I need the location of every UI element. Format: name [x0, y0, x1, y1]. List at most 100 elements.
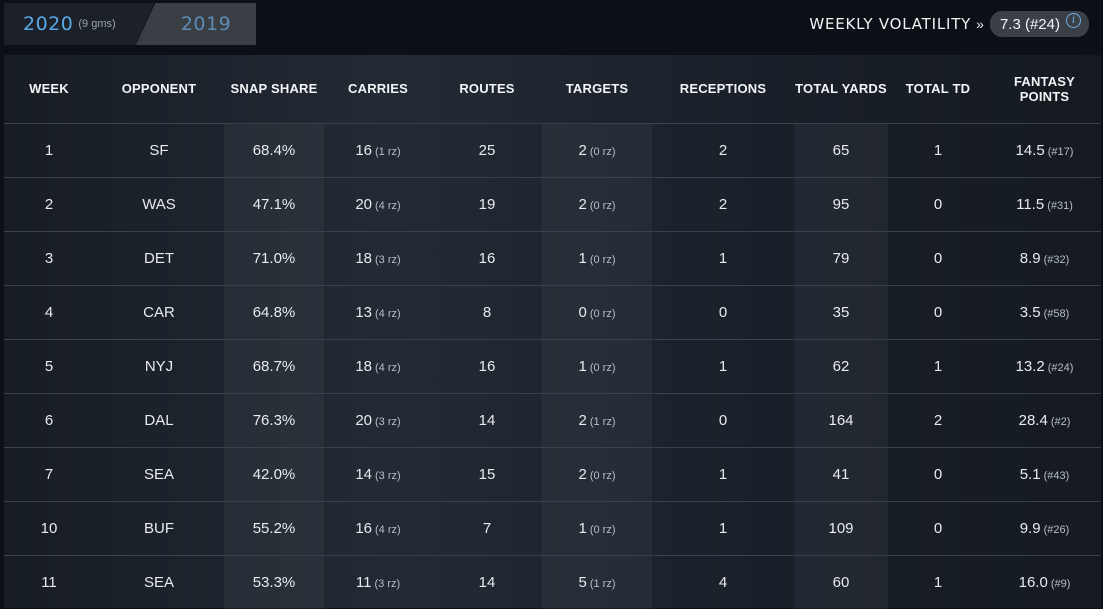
table-cell-routes: 8 [432, 285, 542, 339]
cell-value: 1 [718, 519, 728, 537]
table-cell-yards: 95 [794, 177, 888, 231]
cell-value: 1 [718, 249, 728, 267]
cell-subvalue: (3 rz) [375, 469, 401, 482]
table-cell-opp: CAR [94, 285, 224, 339]
cell-subvalue: (1 rz) [589, 577, 616, 590]
cell-subvalue: (3 rz) [375, 415, 401, 428]
cell-value: 0 [718, 303, 728, 321]
table-cell-opp: BUF [94, 501, 224, 555]
cell-value: 0 [933, 465, 943, 483]
volatility-value: 7.3 (#24) [999, 15, 1060, 33]
tab-season-2020[interactable]: 2020 (9 gms) [4, 3, 154, 45]
table-cell-week: 11 [4, 555, 94, 609]
column-header[interactable]: RECEPTIONS [679, 81, 767, 97]
table-cell-yards: 164 [794, 393, 888, 447]
cell-value: 14.5 [1015, 141, 1045, 159]
column-header[interactable]: FANTASY POINTS [1013, 73, 1076, 104]
table-cell-rec: 0 [652, 285, 794, 339]
column-header[interactable]: ROUTES [459, 81, 515, 97]
cell-value: 4 [718, 573, 728, 591]
cell-subvalue: (0 rz) [589, 307, 616, 320]
table-cell-fp: 14.5 (#17) [988, 123, 1101, 177]
table-cell-fp: 16.0 (#9) [988, 555, 1101, 609]
table-cell-week: 6 [4, 393, 94, 447]
table-cell-yards: 35 [794, 285, 888, 339]
table-cell-rec: 2 [652, 177, 794, 231]
table-cell-opp: DAL [94, 393, 224, 447]
cell-value: 14 [478, 411, 496, 429]
tab-year-label: 2020 [23, 13, 74, 35]
cell-value: 62 [832, 357, 850, 375]
table-cell-carries: 20 (3 rz) [324, 393, 432, 447]
table-cell-fp: 11.5 (#31) [988, 177, 1101, 231]
table-header-row: WEEK OPPONENT SNAP SHARE CARRIES ROUTES TARGE… [4, 55, 1101, 123]
table-cell-rec: 1 [652, 447, 794, 501]
cell-value: WAS [142, 195, 176, 213]
table-cell-targets: 1 (0 rz) [542, 501, 652, 555]
cell-value: 1 [933, 573, 943, 591]
cell-subvalue: (#24) [1047, 361, 1074, 374]
cell-value: 1 [578, 519, 587, 537]
table-cell-routes: 14 [432, 555, 542, 609]
table-cell-rec: 2 [652, 123, 794, 177]
table-cell-targets: 2 (0 rz) [542, 177, 652, 231]
table-cell-yards: 41 [794, 447, 888, 501]
info-icon[interactable]: i [1066, 12, 1081, 28]
column-header[interactable]: TARGETS [565, 81, 629, 97]
table-cell-targets: 5 (1 rz) [542, 555, 652, 609]
cell-value: 2 [578, 141, 587, 159]
cell-value: BUF [144, 519, 174, 537]
table-cell-targets: 0 (0 rz) [542, 285, 652, 339]
cell-value: 0 [933, 303, 943, 321]
table-cell-week: 7 [4, 447, 94, 501]
table-cell-opp: SF [94, 123, 224, 177]
table-cell-fp: 9.9 (#26) [988, 501, 1101, 555]
cell-subvalue: (#26) [1043, 523, 1070, 536]
cell-value: 18 [355, 249, 372, 267]
cell-value: 8 [482, 303, 492, 321]
table-cell-snap: 47.1% [224, 177, 324, 231]
table-cell-td: 1 [888, 555, 988, 609]
table-cell-carries: 16 (4 rz) [324, 501, 432, 555]
cell-value: 2 [578, 411, 587, 429]
cell-subvalue: (#43) [1043, 469, 1070, 482]
column-header[interactable]: TOTAL YARDS [795, 81, 887, 97]
column-header[interactable]: TOTAL TD [905, 81, 971, 97]
table-cell-td: 0 [888, 447, 988, 501]
cell-value: 68.7% [252, 357, 296, 375]
table-cell-carries: 14 (3 rz) [324, 447, 432, 501]
table-cell-carries: 18 (3 rz) [324, 231, 432, 285]
table-cell-yards: 62 [794, 339, 888, 393]
cell-value: 1 [718, 465, 728, 483]
cell-value: 76.3% [252, 411, 296, 429]
cell-value: SEA [143, 465, 174, 483]
cell-subvalue: (#17) [1047, 145, 1074, 158]
cell-value: DAL [144, 411, 174, 429]
table-row: 5 NYJ 68.7% 18 (4 rz) 16 1 (0 rz) 1 62 1 13.2 (#24) [4, 339, 1101, 393]
cell-value: 18 [355, 357, 372, 375]
cell-value: 0 [718, 411, 728, 429]
column-header[interactable]: SNAP SHARE [230, 81, 318, 97]
table-cell-snap: 68.7% [224, 339, 324, 393]
cell-value: 5.1 [1019, 465, 1041, 483]
table-cell-td: 0 [888, 231, 988, 285]
table-cell-carries: 16 (1 rz) [324, 123, 432, 177]
column-header[interactable]: WEEK [29, 81, 69, 97]
column-header[interactable]: CARRIES [348, 81, 408, 97]
cell-subvalue: (#58) [1043, 307, 1070, 320]
cell-value: 7 [44, 465, 54, 483]
cell-value: 60 [832, 573, 850, 591]
cell-value: 28.4 [1018, 411, 1048, 429]
table-cell-td: 1 [888, 123, 988, 177]
table-cell-rec: 1 [652, 501, 794, 555]
table-cell-snap: 53.3% [224, 555, 324, 609]
table-cell-yards: 65 [794, 123, 888, 177]
table-cell-yards: 79 [794, 231, 888, 285]
table-cell-rec: 1 [652, 339, 794, 393]
cell-value: 71.0% [252, 249, 296, 267]
tab-games-count: (9 gms) [78, 18, 116, 30]
tab-season-2019[interactable]: 2019 [136, 3, 256, 45]
column-header[interactable]: OPPONENT [121, 81, 197, 97]
table-cell-targets: 2 (1 rz) [542, 393, 652, 447]
table-cell-routes: 16 [432, 339, 542, 393]
